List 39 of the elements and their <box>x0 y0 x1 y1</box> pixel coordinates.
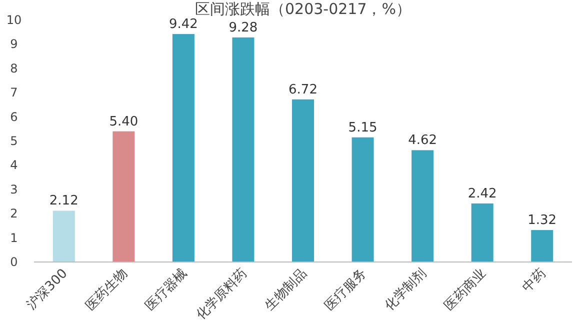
y-tick-label: 6 <box>10 110 18 124</box>
x-tick-label: 医药生物 <box>83 266 130 314</box>
data-label: 5.15 <box>348 120 378 136</box>
data-label: 1.32 <box>528 213 557 228</box>
x-tick-label: 医疗器械 <box>142 266 190 314</box>
x-tick-label: 医疗服务 <box>322 266 370 314</box>
y-tick-label: 1 <box>10 230 18 245</box>
data-label: 9.42 <box>168 17 198 32</box>
bar <box>412 150 434 262</box>
y-tick-label: 7 <box>10 86 18 100</box>
bar <box>292 99 314 262</box>
y-tick-label: 2 <box>10 206 18 221</box>
x-tick-label: 生物制品 <box>262 266 310 314</box>
bar <box>531 230 554 262</box>
bar <box>232 37 254 262</box>
bar <box>471 203 494 262</box>
data-label: 9.28 <box>228 20 258 36</box>
y-tick-label: 8 <box>10 61 18 76</box>
data-label: 4.62 <box>408 133 438 148</box>
data-label: 2.42 <box>468 186 497 202</box>
bar <box>112 131 135 262</box>
x-tick-label: 沪深300 <box>23 266 71 313</box>
y-tick-label: 4 <box>10 158 18 172</box>
data-label: 2.12 <box>49 194 78 209</box>
y-tick-label: 9 <box>10 37 18 52</box>
data-label: 6.72 <box>288 82 318 98</box>
x-tick-label: 中药 <box>520 266 549 296</box>
chart-title: 区间涨跌幅（0203-0217，%） <box>194 0 412 18</box>
x-tick-label: 医药商业 <box>442 266 490 314</box>
data-label: 5.40 <box>109 114 138 130</box>
bar <box>352 137 374 262</box>
x-tick-label: 化学原料药 <box>193 266 250 323</box>
y-tick-label: 10 <box>6 13 22 27</box>
bar <box>52 210 75 262</box>
x-tick-label: 化学制剂 <box>381 266 430 314</box>
bar <box>172 34 194 262</box>
y-tick-label: 5 <box>10 134 18 148</box>
y-tick-label: 0 <box>10 255 18 269</box>
y-tick-label: 3 <box>10 182 18 196</box>
